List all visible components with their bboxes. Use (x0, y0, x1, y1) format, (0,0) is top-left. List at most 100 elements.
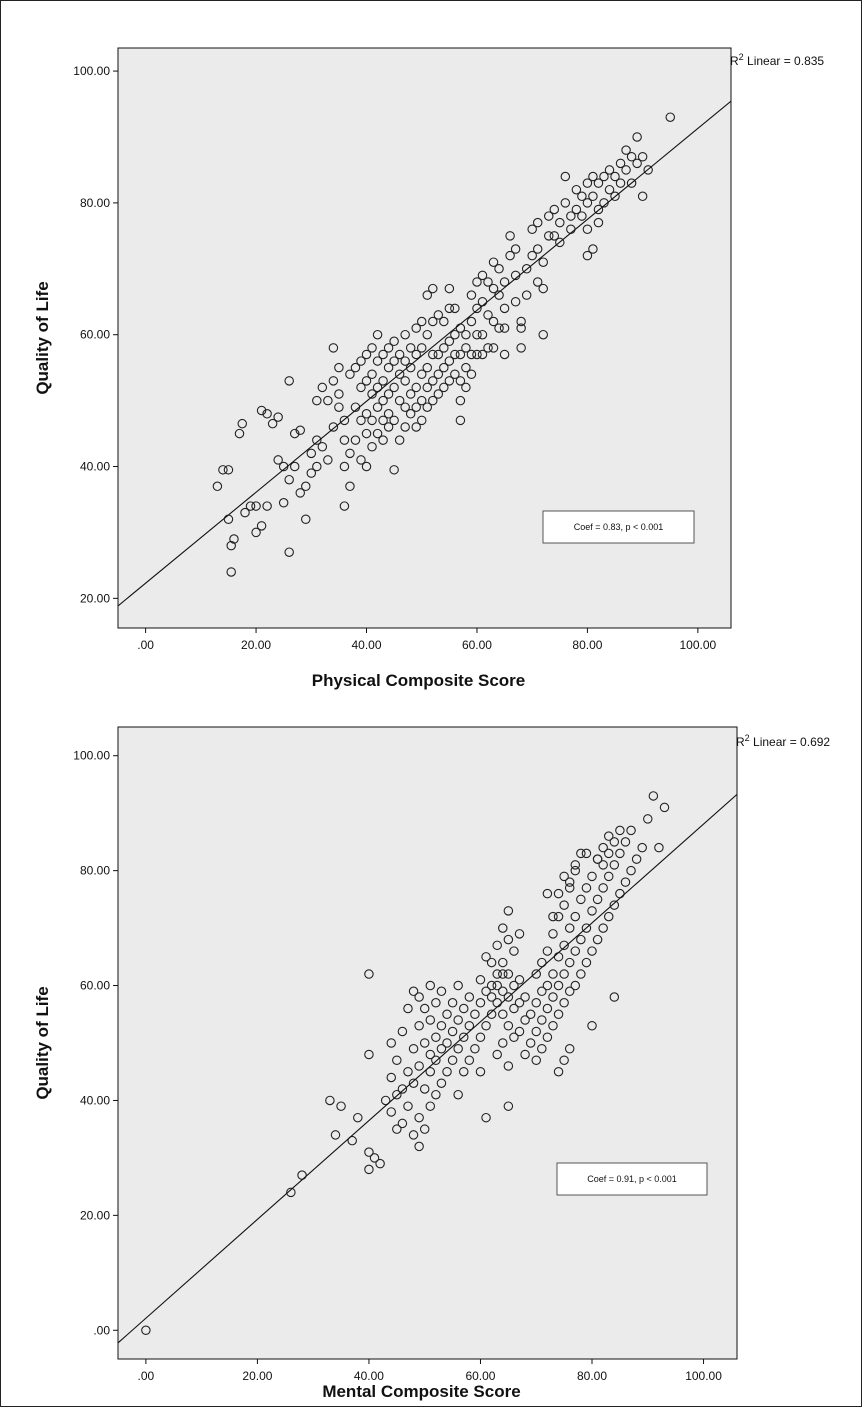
data-point (361, 376, 372, 386)
data-point (284, 474, 294, 485)
data-point (603, 871, 614, 882)
x-tick-label: 40.00 (354, 1369, 384, 1383)
data-point (428, 283, 438, 294)
scatter-chart-1: .00 20.00 40.00 60.00 80.00 100.00 20.00 40.00 6… (33, 47, 824, 690)
data-point (229, 534, 239, 544)
data-point (458, 1003, 469, 1014)
data-point (582, 250, 593, 261)
data-point (520, 1015, 530, 1025)
data-point (325, 1095, 335, 1106)
x-tick-label: 20.00 (241, 638, 271, 652)
data-point (548, 911, 558, 922)
data-point (544, 231, 554, 241)
data-point (461, 343, 471, 353)
data-point (339, 461, 350, 472)
data-point (472, 277, 482, 287)
data-point (598, 842, 608, 853)
fit-line (118, 100, 731, 607)
data-point (604, 165, 615, 175)
data-point (498, 969, 508, 979)
data-point (637, 842, 647, 853)
data-point (416, 415, 427, 426)
data-point (499, 323, 510, 333)
data-point (587, 946, 597, 956)
data-point (509, 1003, 519, 1014)
data-point (654, 842, 664, 853)
data-point (587, 871, 597, 882)
x-tick-label: .00 (137, 638, 154, 652)
data-point (262, 501, 272, 511)
data-point (581, 957, 592, 968)
data-point (411, 382, 421, 393)
data-point (439, 362, 449, 373)
data-point (537, 1043, 547, 1054)
data-point (383, 409, 394, 419)
data-point (414, 1061, 424, 1071)
data-point (389, 382, 399, 393)
data-point (537, 986, 547, 997)
data-point (488, 283, 499, 294)
data-point (553, 911, 564, 922)
data-point (328, 376, 339, 386)
data-point (615, 178, 626, 188)
data-point (240, 507, 250, 518)
data-point (400, 402, 410, 412)
y-tick-label: 100.00 (73, 64, 110, 78)
x-tick-label: 80.00 (577, 1369, 607, 1383)
data-point (581, 848, 592, 859)
data-point (531, 998, 541, 1008)
data-point (559, 969, 569, 979)
data-point (414, 992, 424, 1002)
data-point (245, 501, 256, 511)
data-point (620, 877, 631, 887)
data-point (486, 980, 497, 991)
data-point (559, 871, 569, 882)
data-point (334, 402, 344, 412)
data-point (553, 888, 564, 899)
data-point (444, 336, 455, 347)
data-point (367, 369, 377, 379)
data-point (659, 802, 670, 813)
data-point (422, 382, 433, 393)
data-point (353, 1112, 363, 1123)
data-point (458, 1032, 469, 1043)
data-point (499, 277, 510, 287)
data-point (576, 848, 586, 859)
data-point (475, 998, 486, 1008)
data-point (411, 402, 421, 412)
data-point (361, 409, 372, 419)
data-point (481, 986, 491, 997)
data-point (461, 382, 471, 393)
data-point (609, 992, 620, 1002)
data-point (295, 488, 305, 498)
data-point (475, 975, 486, 985)
data-point (470, 1009, 480, 1020)
data-point (453, 1089, 463, 1100)
data-point (356, 356, 366, 366)
data-point (510, 296, 521, 307)
data-point (436, 1078, 447, 1088)
data-point (431, 1089, 441, 1100)
data-point (422, 362, 433, 373)
data-point (637, 152, 648, 162)
data-point (472, 349, 482, 360)
x-tick-label: 100.00 (685, 1369, 722, 1383)
data-point (411, 422, 421, 432)
data-point (559, 900, 569, 910)
data-point (223, 465, 234, 475)
data-point (339, 435, 350, 445)
data-point (383, 362, 394, 373)
data-point (455, 376, 466, 386)
data-point (516, 316, 526, 327)
data-point (350, 435, 361, 445)
data-point (372, 428, 383, 439)
data-point (514, 998, 525, 1008)
data-point (593, 178, 604, 188)
data-point (378, 415, 388, 426)
data-point (414, 1141, 424, 1152)
data-point (428, 349, 438, 360)
data-point (389, 415, 399, 426)
data-point (475, 1032, 486, 1043)
data-point (571, 204, 582, 215)
data-point (492, 980, 502, 991)
